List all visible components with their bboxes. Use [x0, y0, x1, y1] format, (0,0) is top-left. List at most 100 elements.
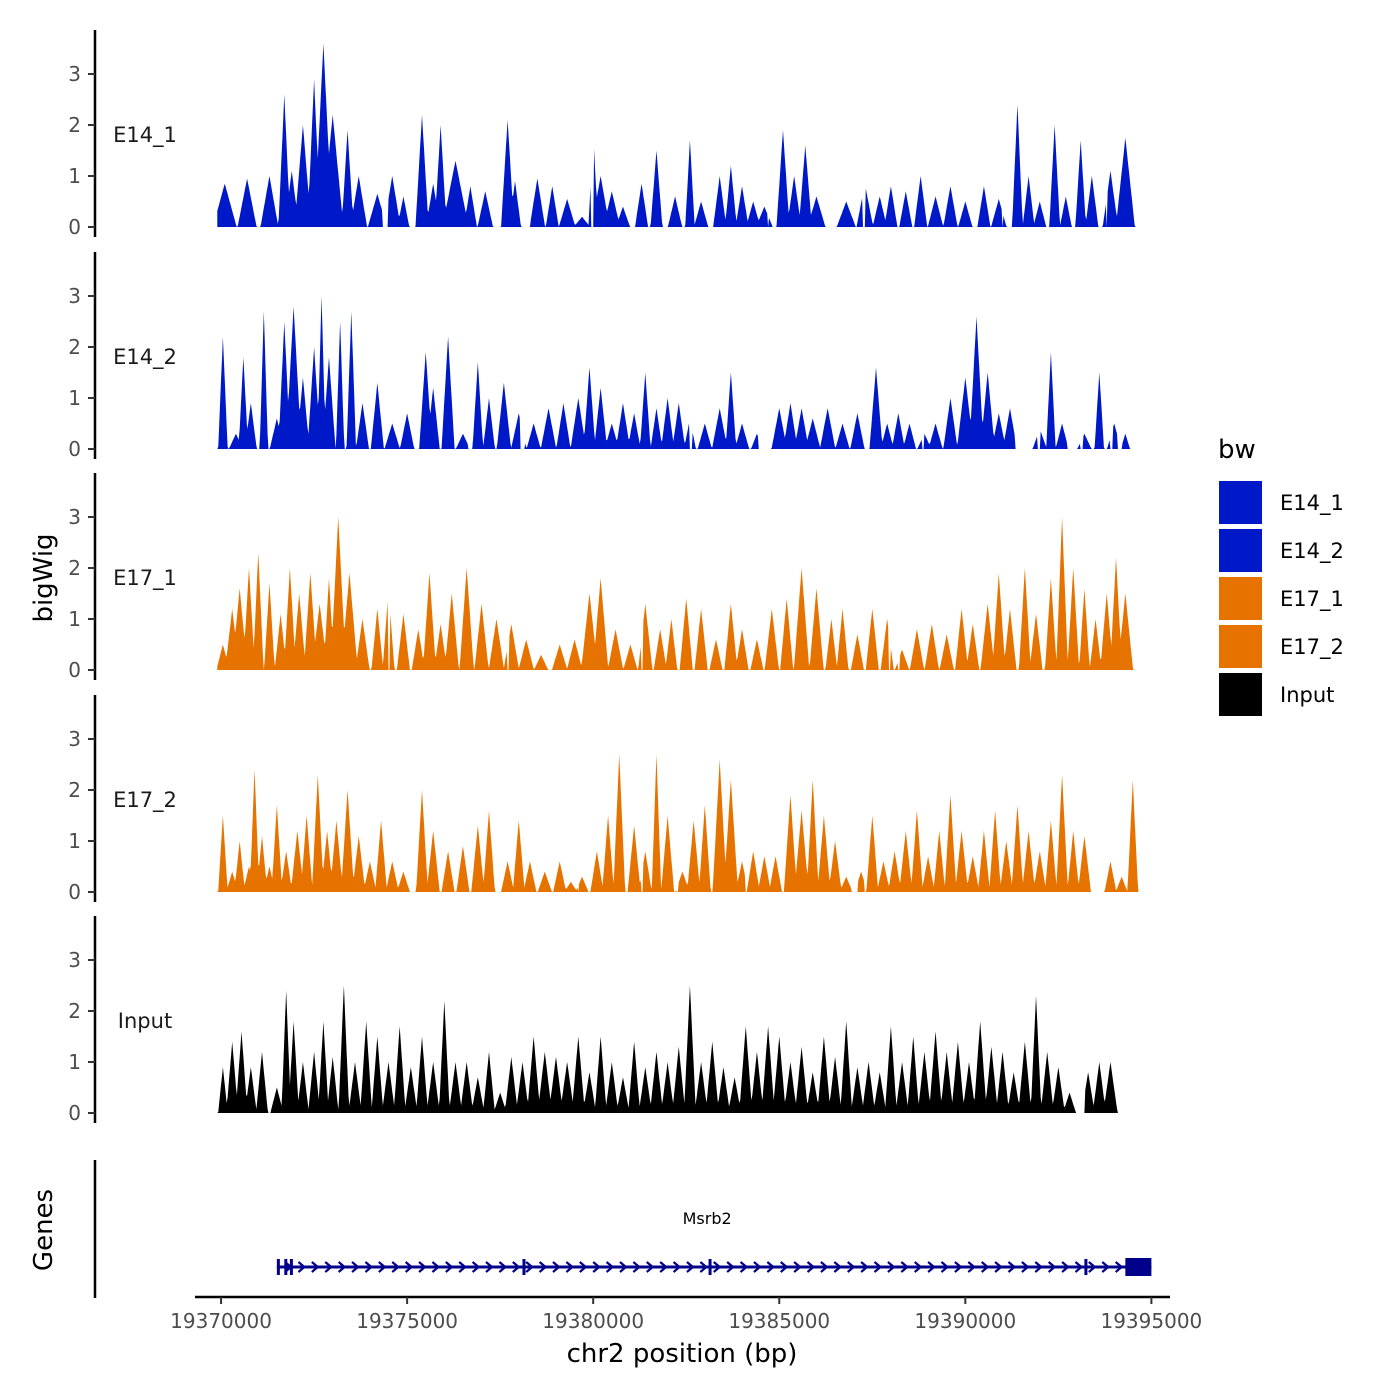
y-tick-label: 2: [68, 778, 81, 802]
strand-arrow-icon: [311, 1261, 320, 1273]
strand-arrow-icon: [445, 1261, 454, 1273]
strand-arrow-icon: [351, 1261, 360, 1273]
strand-arrow-icon: [672, 1261, 682, 1273]
track-e14-2: 0 1 2 3 E14_2: [68, 252, 1152, 461]
strand-arrow-icon: [552, 1261, 561, 1273]
strand-arrow-icon: [873, 1261, 883, 1273]
x-tick-label: 19370000: [170, 1309, 272, 1333]
track-label: E17_1: [113, 566, 177, 591]
x-tick-label: 19390000: [914, 1309, 1016, 1333]
track-label: E14_2: [113, 345, 177, 370]
gene-exon: [1125, 1258, 1152, 1276]
y-tick-label: 3: [68, 505, 81, 529]
y-tick-label: 1: [68, 1050, 81, 1074]
x-axis-title: chr2 position (bp): [567, 1339, 798, 1369]
coverage-area: [217, 754, 1152, 892]
strand-arrow-icon: [900, 1261, 910, 1273]
gene-exon: [289, 1259, 293, 1275]
track-label: Input: [118, 1009, 172, 1033]
strand-arrow-icon: [646, 1261, 655, 1273]
strand-arrow-icon: [940, 1261, 950, 1273]
strand-arrow-icon: [297, 1261, 307, 1273]
strand-arrow-icon: [1034, 1261, 1043, 1273]
strand-arrow-icon: [913, 1261, 923, 1273]
y-tick-label: 1: [68, 386, 81, 410]
tracks-group: 0 1 2 3 E14_1 0 1 2 3 E14_2 0 1 2 3 E17_1 0 1 2 3 E17_2 0 1 2 3…: [68, 30, 1152, 1125]
x-tick-label: 19375000: [356, 1309, 458, 1333]
y-tick-label: 0: [68, 215, 81, 239]
strand-arrow-icon: [793, 1261, 802, 1273]
legend-swatch: [1217, 623, 1264, 670]
strand-arrow-icon: [713, 1261, 722, 1273]
y-tick-label: 2: [68, 113, 81, 137]
strand-arrow-icon: [659, 1261, 668, 1273]
strand-arrow-icon: [726, 1261, 735, 1273]
strand-arrow-icon: [980, 1261, 990, 1273]
strand-arrow-icon: [471, 1261, 481, 1273]
strand-arrow-icon: [485, 1261, 494, 1273]
strand-arrow-icon: [686, 1261, 695, 1273]
strand-arrow-icon: [632, 1261, 642, 1273]
track-e17-2: 0 1 2 3 E17_2: [68, 695, 1152, 904]
strand-arrow-icon: [1074, 1261, 1084, 1273]
coverage-area: [217, 296, 1152, 449]
y-tick-label: 3: [68, 948, 81, 972]
legend-entry-label: E17_2: [1280, 635, 1344, 660]
x-axis: 19370000 19375000 19380000 19385000 19390000…: [170, 1295, 1202, 1333]
y-tick-label: 3: [68, 284, 81, 308]
y-tick-label: 0: [68, 880, 81, 904]
x-tick-label: 19380000: [542, 1309, 644, 1333]
coverage-area: [217, 517, 1152, 670]
strand-arrow-icon: [525, 1261, 534, 1273]
genes-axis-title: Genes: [29, 1189, 59, 1271]
y-tick-label: 2: [68, 556, 81, 580]
y-tick-label: 3: [68, 62, 81, 86]
strand-arrow-icon: [766, 1261, 776, 1273]
y-tick-label: 0: [68, 658, 81, 682]
strand-arrow-icon: [538, 1261, 548, 1273]
strand-arrow-icon: [337, 1261, 347, 1273]
strand-arrow-icon: [391, 1261, 400, 1273]
strand-arrow-icon: [994, 1261, 1003, 1273]
strand-arrow-icon: [579, 1261, 588, 1273]
strand-arrow-icon: [512, 1261, 521, 1273]
strand-arrow-icon: [1061, 1261, 1070, 1273]
strand-arrow-icon: [498, 1261, 508, 1273]
strand-arrow-icon: [954, 1261, 963, 1273]
strand-arrow-icon: [1088, 1261, 1097, 1273]
strand-arrow-icon: [378, 1261, 387, 1273]
strand-arrow-icon: [860, 1261, 869, 1273]
legend: bw E14_1 E14_2 E17_1 E17_2 Input: [1217, 435, 1344, 718]
strand-arrow-icon: [833, 1261, 843, 1273]
strand-arrow-icon: [699, 1261, 709, 1273]
y-tick-label: 1: [68, 607, 81, 631]
strand-arrow-icon: [739, 1261, 749, 1273]
strand-arrow-icon: [565, 1261, 575, 1273]
gene-exon: [284, 1259, 288, 1275]
legend-entry-label: E17_1: [1280, 587, 1344, 612]
y-tick-label: 2: [68, 999, 81, 1023]
y-tick-label: 0: [68, 1101, 81, 1125]
strand-arrow-icon: [458, 1261, 467, 1273]
legend-title: bw: [1218, 435, 1256, 465]
strand-arrow-icon: [753, 1261, 762, 1273]
gene-exon: [522, 1259, 526, 1275]
strand-arrow-icon: [1101, 1261, 1110, 1273]
legend-swatch: [1217, 671, 1264, 718]
y-tick-label: 2: [68, 335, 81, 359]
legend-swatch: [1217, 479, 1264, 526]
strand-arrow-icon: [592, 1261, 601, 1273]
track-input: 0 1 2 3 Input: [68, 916, 1152, 1125]
track-e17-1: 0 1 2 3 E17_1: [68, 473, 1152, 682]
coverage-area: [217, 985, 1152, 1113]
strand-arrow-icon: [967, 1261, 976, 1273]
strand-arrow-icon: [887, 1261, 896, 1273]
track-label: E14_1: [113, 123, 177, 148]
strand-arrow-icon: [364, 1261, 374, 1273]
y-tick-label: 0: [68, 437, 81, 461]
track-e14-1: 0 1 2 3 E14_1: [68, 30, 1152, 239]
gene-exon: [276, 1259, 280, 1275]
strand-arrow-icon: [847, 1261, 856, 1273]
legend-entry-label: E14_1: [1280, 491, 1344, 516]
